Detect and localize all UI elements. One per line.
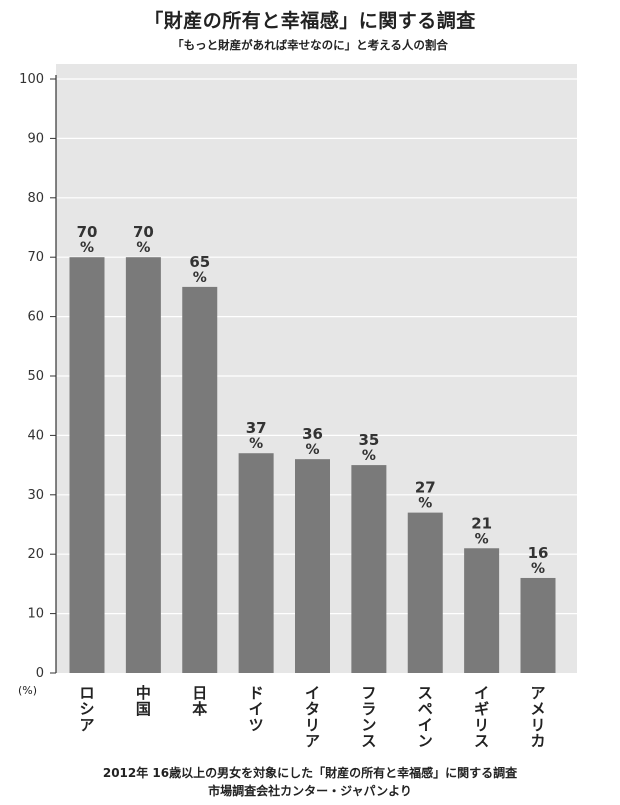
category-label: 日本 <box>192 684 207 718</box>
bar-percent-label: % <box>418 496 432 512</box>
y-tick-label: 60 <box>27 310 44 325</box>
bar-percent-label: % <box>80 240 94 256</box>
bar-value-label: 27 <box>415 479 436 497</box>
y-tick-label: 80 <box>27 191 44 206</box>
footnote-source: 市場調査会社カンター・ジャパンより <box>208 784 412 798</box>
category-label: ロシア <box>79 684 94 734</box>
bar-percent-label: % <box>249 436 263 452</box>
category-label: フランス <box>361 684 376 750</box>
bar-value-label: 36 <box>302 425 323 443</box>
bar-value-label: 65 <box>189 253 210 271</box>
bar-value-label: 37 <box>246 419 267 437</box>
category-label: イギリス <box>474 684 489 750</box>
category-label: スペイン <box>418 684 433 750</box>
y-tick-label: 70 <box>27 250 44 265</box>
y-tick-label: 10 <box>27 607 44 622</box>
bar-value-label: 70 <box>77 223 98 241</box>
y-tick-label: 100 <box>19 72 44 87</box>
bar <box>238 453 274 673</box>
footnote-survey: 2012年 16歳以上の男女を対象にした「財産の所有と幸福感」に関する調査 <box>102 766 518 780</box>
bar <box>351 465 387 673</box>
category-label: ドイツ <box>249 684 264 734</box>
bar <box>295 459 330 673</box>
y-tick-label: 30 <box>27 488 44 503</box>
bar-value-label: 16 <box>528 544 549 562</box>
bar-percent-label: % <box>531 561 545 577</box>
chart-subtitle: 「もっと財産があれば幸せなのに」と考える人の割合 <box>172 38 448 52</box>
bar <box>464 548 500 673</box>
bar <box>407 512 443 673</box>
y-axis-unit: (%) <box>18 684 38 697</box>
y-tick-label: 50 <box>27 369 44 384</box>
bar <box>125 257 161 673</box>
category-label: イタリア <box>305 684 320 750</box>
bar-percent-label: % <box>136 240 150 256</box>
y-tick-label: 40 <box>27 428 44 443</box>
chart-title: 「財産の所有と幸福感」に関する調査 <box>144 10 476 32</box>
y-tick-label: 90 <box>27 131 44 146</box>
bar-percent-label: % <box>193 270 207 286</box>
bar-value-label: 21 <box>471 514 492 532</box>
bar <box>69 257 105 673</box>
bar <box>182 286 218 673</box>
bar-percent-label: % <box>475 531 489 547</box>
bar-value-label: 35 <box>358 431 379 449</box>
bar-percent-label: % <box>362 448 376 464</box>
y-tick-label: 0 <box>36 666 44 681</box>
bar-value-label: 70 <box>133 223 154 241</box>
category-label: アメリカ <box>530 684 545 750</box>
bar <box>520 577 556 673</box>
bar-percent-label: % <box>305 442 319 458</box>
y-tick-label: 20 <box>27 547 44 562</box>
category-label: 中国 <box>136 684 151 718</box>
